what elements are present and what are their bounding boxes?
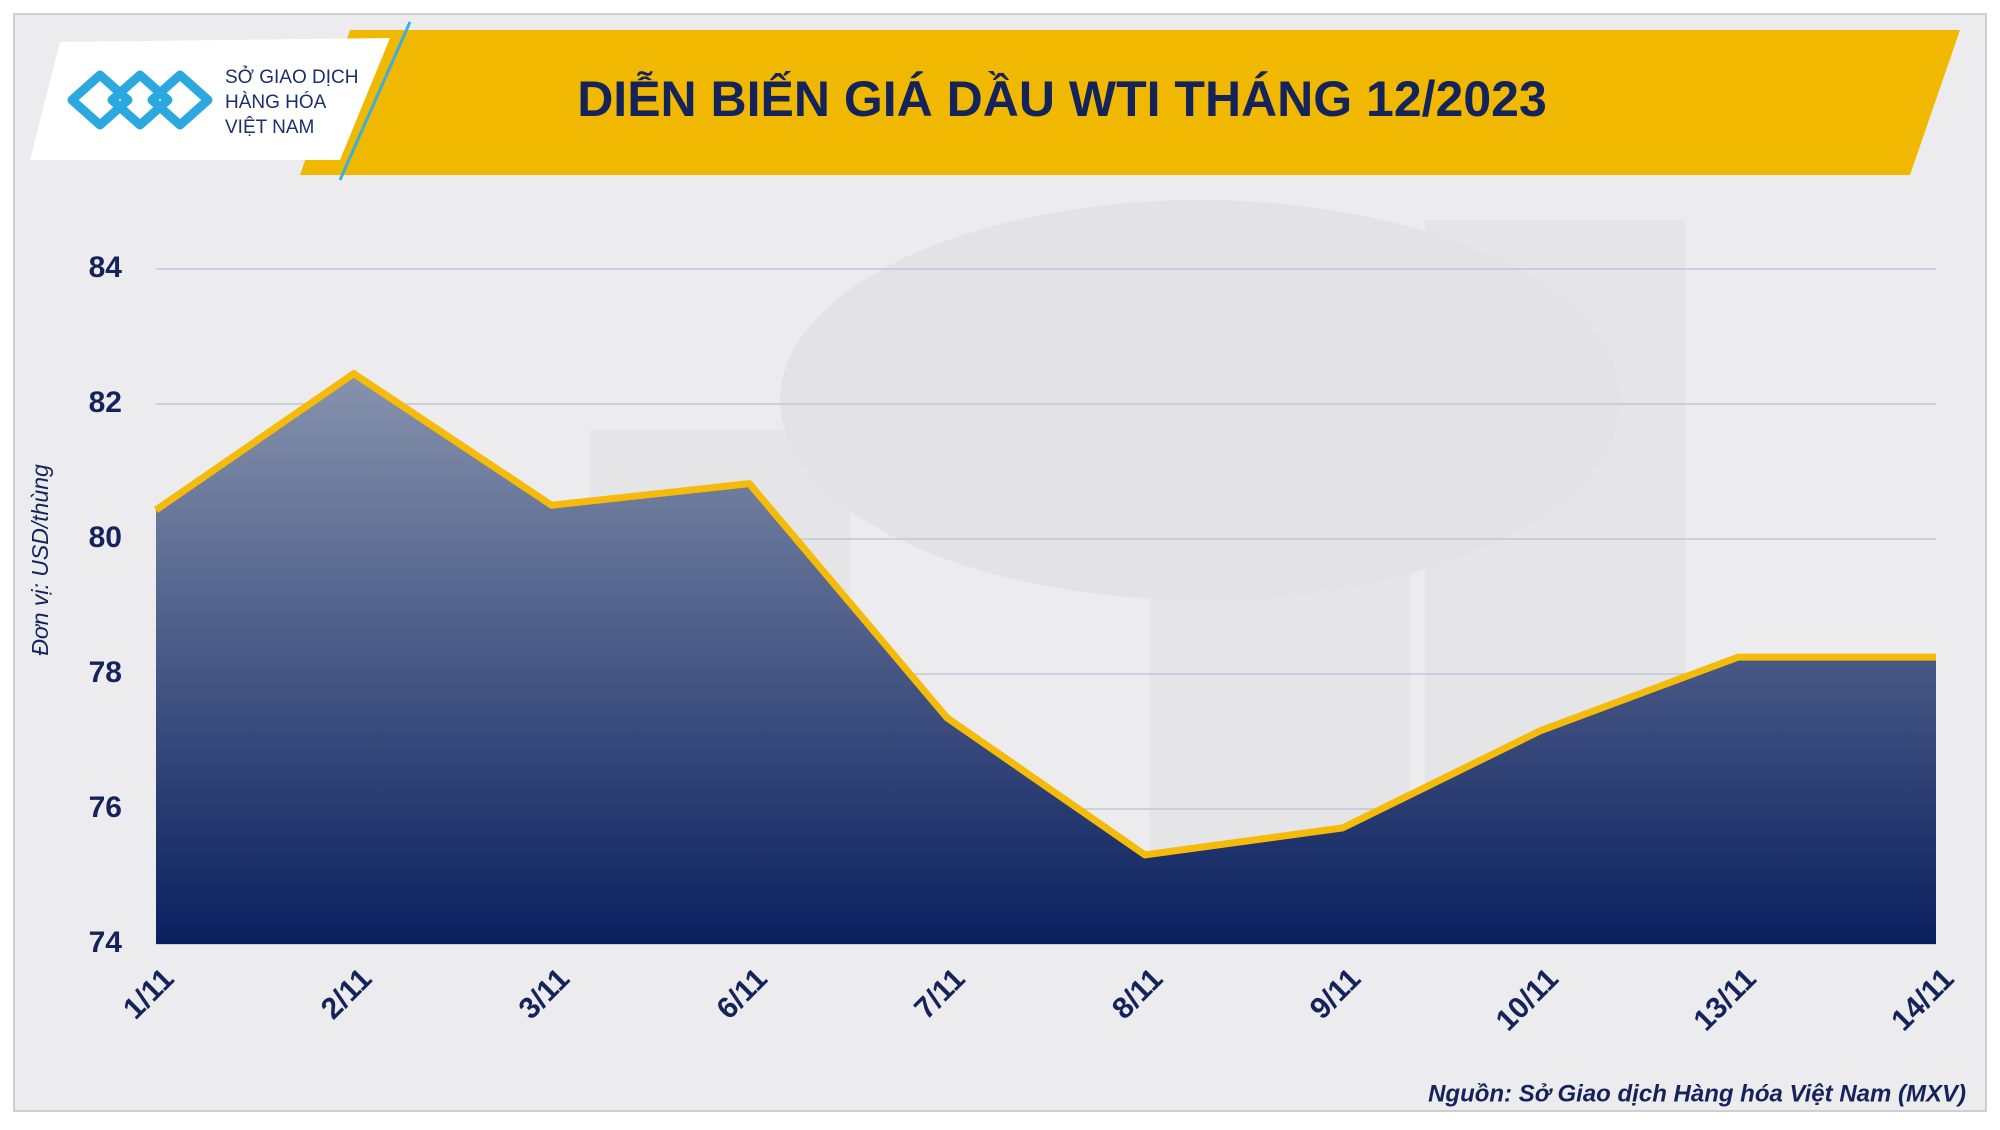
- logo-text: VIỆT NAM: [225, 116, 314, 138]
- logo-text: SỞ GIAO DỊCH: [225, 66, 358, 88]
- y-tick-label: 74: [89, 926, 123, 959]
- y-tick-label: 78: [89, 656, 122, 689]
- title-bar: [300, 30, 1960, 175]
- chart-title: DIỄN BIẾN GIÁ DẦU WTI THÁNG 12/2023: [577, 71, 1547, 127]
- logo-accent: [338, 21, 412, 181]
- source-note: Nguồn: Sở Giao dịch Hàng hóa Việt Nam (M…: [1428, 1080, 1966, 1107]
- y-tick-label: 80: [89, 521, 122, 554]
- area: [156, 373, 1936, 944]
- y-tick-label: 76: [89, 791, 122, 824]
- y-axis-label: Đơn vị: USD/thùng: [27, 464, 53, 656]
- y-tick-label: 82: [89, 386, 122, 419]
- logo-mark: [67, 70, 213, 130]
- y-tick-label: 84: [89, 251, 123, 284]
- line: [154, 370, 1936, 859]
- logo-text: HÀNG HÓA: [225, 91, 327, 113]
